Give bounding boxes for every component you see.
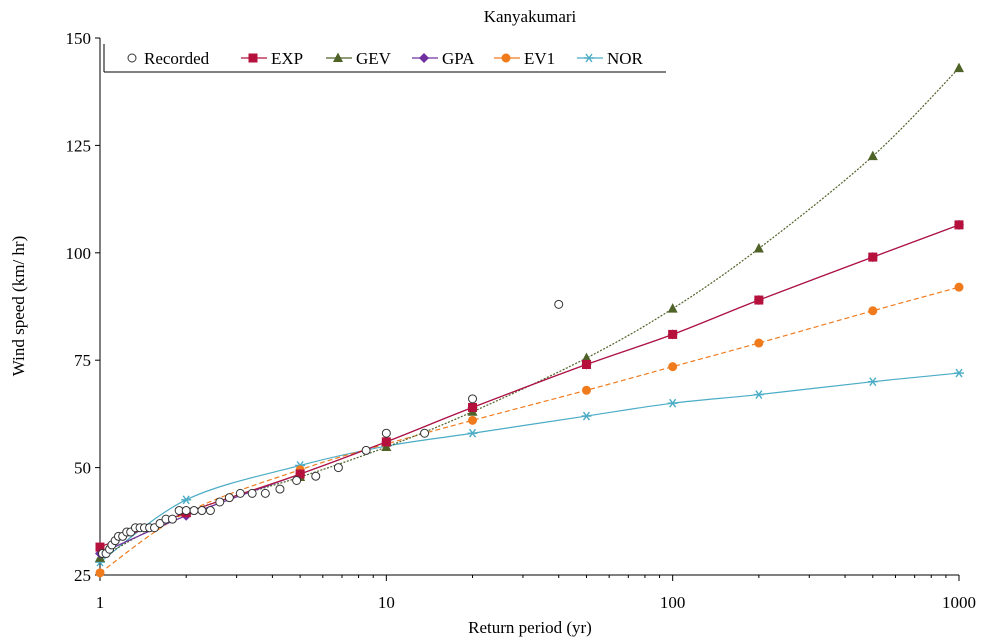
y-tick-label: 50	[74, 459, 91, 478]
x-ticks: 1 10 100 1000	[96, 575, 976, 612]
legend: Recorded EXP GEV GPA EV1 NOR	[104, 44, 666, 72]
legend-marker-recorded	[128, 54, 136, 62]
data-point-gev	[668, 303, 678, 313]
y-tick-label: 25	[74, 566, 91, 585]
data-point-exp	[468, 403, 477, 412]
data-point-exp	[582, 360, 591, 369]
data-point-gev	[954, 63, 964, 73]
data-point-recorded	[382, 429, 390, 437]
series-layer	[95, 63, 964, 578]
data-point-recorded	[555, 300, 563, 308]
legend-label-nor: NOR	[607, 49, 644, 68]
data-point-gev	[868, 151, 878, 161]
data-point-exp	[955, 220, 964, 229]
x-tick-label: 1	[96, 593, 105, 612]
series-nor	[95, 369, 964, 566]
data-point-nor	[868, 378, 878, 386]
data-point-recorded	[225, 494, 233, 502]
data-point-recorded	[421, 429, 429, 437]
y-tick-label: 75	[74, 351, 91, 370]
data-point-exp	[668, 330, 677, 339]
legend-label-gev: GEV	[356, 49, 392, 68]
data-point-nor	[754, 391, 764, 399]
data-point-recorded	[312, 472, 320, 480]
data-point-ev1	[754, 339, 763, 348]
data-point-recorded	[206, 507, 214, 515]
data-point-recorded	[168, 515, 176, 523]
x-tick-label: 100	[660, 593, 686, 612]
data-point-ev1	[468, 416, 477, 425]
data-point-gev	[754, 243, 764, 253]
series-line-gpa	[100, 225, 959, 554]
data-point-ev1	[668, 362, 677, 371]
legend-label-recorded: Recorded	[144, 49, 210, 68]
y-ticks: 25 50 75 100 125 150	[66, 29, 101, 585]
x-axis-title: Return period (yr)	[468, 618, 592, 637]
data-point-nor	[581, 412, 591, 420]
x-tick-label: 1000	[942, 593, 976, 612]
data-point-recorded	[362, 446, 370, 454]
chart-title: Kanyakumari	[484, 7, 577, 26]
data-point-recorded	[248, 489, 256, 497]
legend-marker-ev1	[502, 54, 511, 63]
legend-label-ev1: EV1	[524, 49, 555, 68]
data-point-exp	[754, 296, 763, 305]
y-tick-label: 125	[66, 136, 92, 155]
data-point-nor	[181, 496, 191, 504]
data-point-ev1	[868, 306, 877, 315]
legend-label-exp: EXP	[271, 49, 303, 68]
x-tick-label: 10	[378, 593, 395, 612]
series-line-ev1	[100, 287, 959, 573]
data-point-recorded	[198, 507, 206, 515]
y-tick-label: 100	[66, 244, 92, 263]
data-point-nor	[954, 369, 964, 377]
data-point-exp	[382, 437, 391, 446]
data-point-recorded	[182, 507, 190, 515]
data-point-recorded	[261, 489, 269, 497]
legend-label-gpa: GPA	[442, 49, 475, 68]
data-point-recorded	[293, 476, 301, 484]
data-point-recorded	[236, 489, 244, 497]
data-point-ev1	[96, 568, 105, 577]
data-point-recorded	[276, 485, 284, 493]
series-recorded	[98, 300, 562, 557]
data-point-nor	[668, 399, 678, 407]
data-point-ev1	[582, 386, 591, 395]
data-point-ev1	[955, 283, 964, 292]
y-axis-title: Wind speed (km/ hr)	[9, 236, 28, 376]
y-tick-label: 150	[66, 29, 92, 48]
data-point-recorded	[216, 498, 224, 506]
data-point-nor	[468, 429, 478, 437]
series-gev	[95, 63, 964, 562]
data-point-recorded	[334, 464, 342, 472]
series-ev1	[96, 283, 964, 578]
series-gpa	[95, 220, 964, 559]
series-line-nor	[100, 373, 959, 562]
legend-marker-exp	[249, 54, 258, 63]
data-point-exp	[868, 253, 877, 262]
data-point-recorded	[469, 395, 477, 403]
data-point-recorded	[190, 507, 198, 515]
